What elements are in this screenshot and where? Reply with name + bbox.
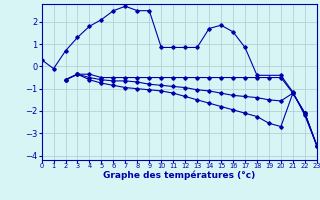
X-axis label: Graphe des températures (°c): Graphe des températures (°c): [103, 171, 255, 180]
